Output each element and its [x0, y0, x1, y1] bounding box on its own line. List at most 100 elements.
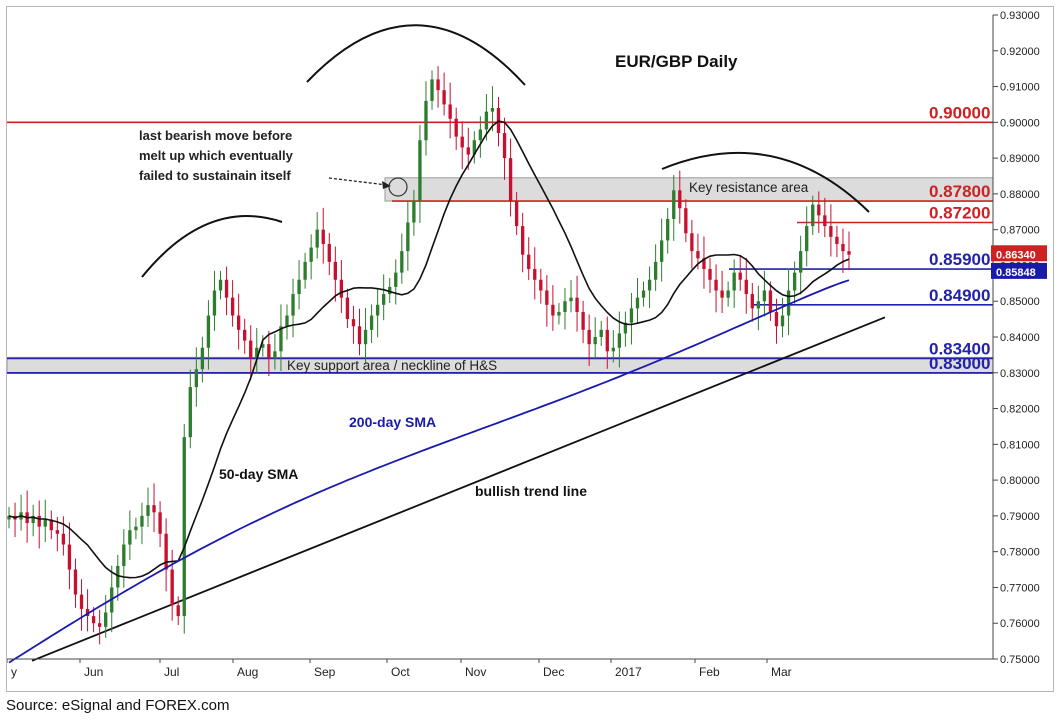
candle	[551, 285, 555, 331]
candle	[605, 316, 609, 369]
candle	[762, 270, 767, 317]
candle	[805, 206, 809, 267]
candle	[19, 494, 23, 531]
candle	[261, 335, 265, 357]
price-badge-label-0: 0.86340	[996, 249, 1036, 261]
candle-body	[224, 279, 229, 298]
candle	[690, 220, 694, 269]
candle	[303, 252, 307, 289]
candle-body	[478, 129, 483, 141]
candle-body	[279, 326, 283, 352]
candle	[375, 289, 380, 338]
candle-body	[502, 133, 507, 159]
candle-body	[285, 315, 289, 327]
candle	[327, 232, 331, 276]
sma200-label: 200-day SMA	[349, 414, 436, 430]
candle-body	[128, 530, 132, 545]
candle	[786, 268, 791, 336]
candle	[539, 268, 543, 304]
y-tick-label: 0.87000	[1000, 225, 1040, 237]
candle-body	[104, 612, 108, 627]
candle	[388, 277, 392, 304]
candle-body	[611, 347, 615, 352]
candle	[442, 72, 446, 116]
candle-body	[762, 290, 767, 302]
candle-body	[188, 387, 192, 438]
candle-body	[369, 315, 374, 330]
candle	[243, 318, 247, 354]
candle	[255, 328, 259, 374]
candle-body	[176, 605, 180, 617]
candle-body	[436, 79, 440, 91]
x-tick-label: Dec	[543, 665, 564, 679]
candle-body	[756, 301, 761, 309]
candle-body	[708, 269, 712, 280]
candle-body	[508, 158, 513, 202]
candle	[829, 204, 833, 257]
candle-body	[811, 204, 815, 227]
candle-body	[829, 226, 833, 237]
candle-body	[375, 304, 380, 316]
candle	[43, 499, 47, 543]
candle-body	[635, 297, 640, 309]
candle-body	[460, 136, 464, 148]
y-tick-label: 0.79000	[1000, 511, 1040, 523]
y-tick-label: 0.82000	[1000, 404, 1040, 416]
candle	[617, 311, 622, 368]
candle	[575, 275, 579, 332]
candle-body	[551, 304, 555, 316]
candle	[424, 81, 428, 156]
candle	[641, 281, 646, 307]
candle-body	[514, 201, 519, 227]
candle	[726, 281, 730, 307]
candle-body	[484, 111, 489, 130]
candle-body	[206, 315, 211, 348]
candle-body	[218, 279, 223, 291]
candle-body	[660, 240, 664, 262]
candle-body	[321, 229, 325, 244]
candle-body	[599, 329, 603, 337]
candle-body	[243, 329, 247, 341]
candle-body	[79, 594, 84, 609]
x-tick-label: Sep	[314, 665, 336, 679]
candle	[647, 266, 652, 309]
candle	[557, 303, 561, 325]
y-tick-label: 0.83000	[1000, 368, 1040, 380]
candle	[714, 264, 718, 313]
level-label-4: 0.84900	[929, 286, 990, 305]
candle-body	[345, 297, 350, 320]
candle	[599, 320, 603, 346]
candle-body	[309, 247, 313, 262]
candle	[460, 121, 464, 170]
candle-body	[43, 519, 47, 527]
candle-body	[527, 254, 531, 270]
candle	[363, 308, 368, 364]
y-tick-label: 0.76000	[1000, 618, 1040, 630]
y-tick-label: 0.90000	[1000, 117, 1040, 129]
candle	[116, 554, 120, 601]
candle	[73, 558, 78, 608]
candle-body	[617, 333, 622, 348]
bearish-note-line1: last bearish move before	[139, 128, 292, 143]
candle-body	[720, 290, 724, 298]
candle-body	[521, 226, 525, 255]
candle-body	[817, 204, 821, 216]
candle	[847, 231, 851, 271]
sma-50-line	[8, 120, 850, 579]
candle	[267, 330, 271, 376]
level-label-0: 0.90000	[929, 103, 990, 122]
candle	[569, 280, 573, 313]
candle-body	[587, 329, 591, 345]
bearish-highlight-circle	[388, 177, 408, 197]
candle-body	[732, 272, 736, 291]
chart-title: EUR/GBP Daily	[615, 52, 738, 71]
candle	[678, 170, 682, 224]
candle-body	[261, 344, 265, 348]
candle	[623, 311, 628, 347]
candle-body	[823, 215, 827, 227]
candle	[780, 298, 785, 338]
y-tick-label: 0.89000	[1000, 153, 1040, 165]
y-tick-label: 0.88000	[1000, 189, 1040, 201]
y-tick-label: 0.78000	[1000, 547, 1040, 559]
candle	[140, 502, 144, 545]
